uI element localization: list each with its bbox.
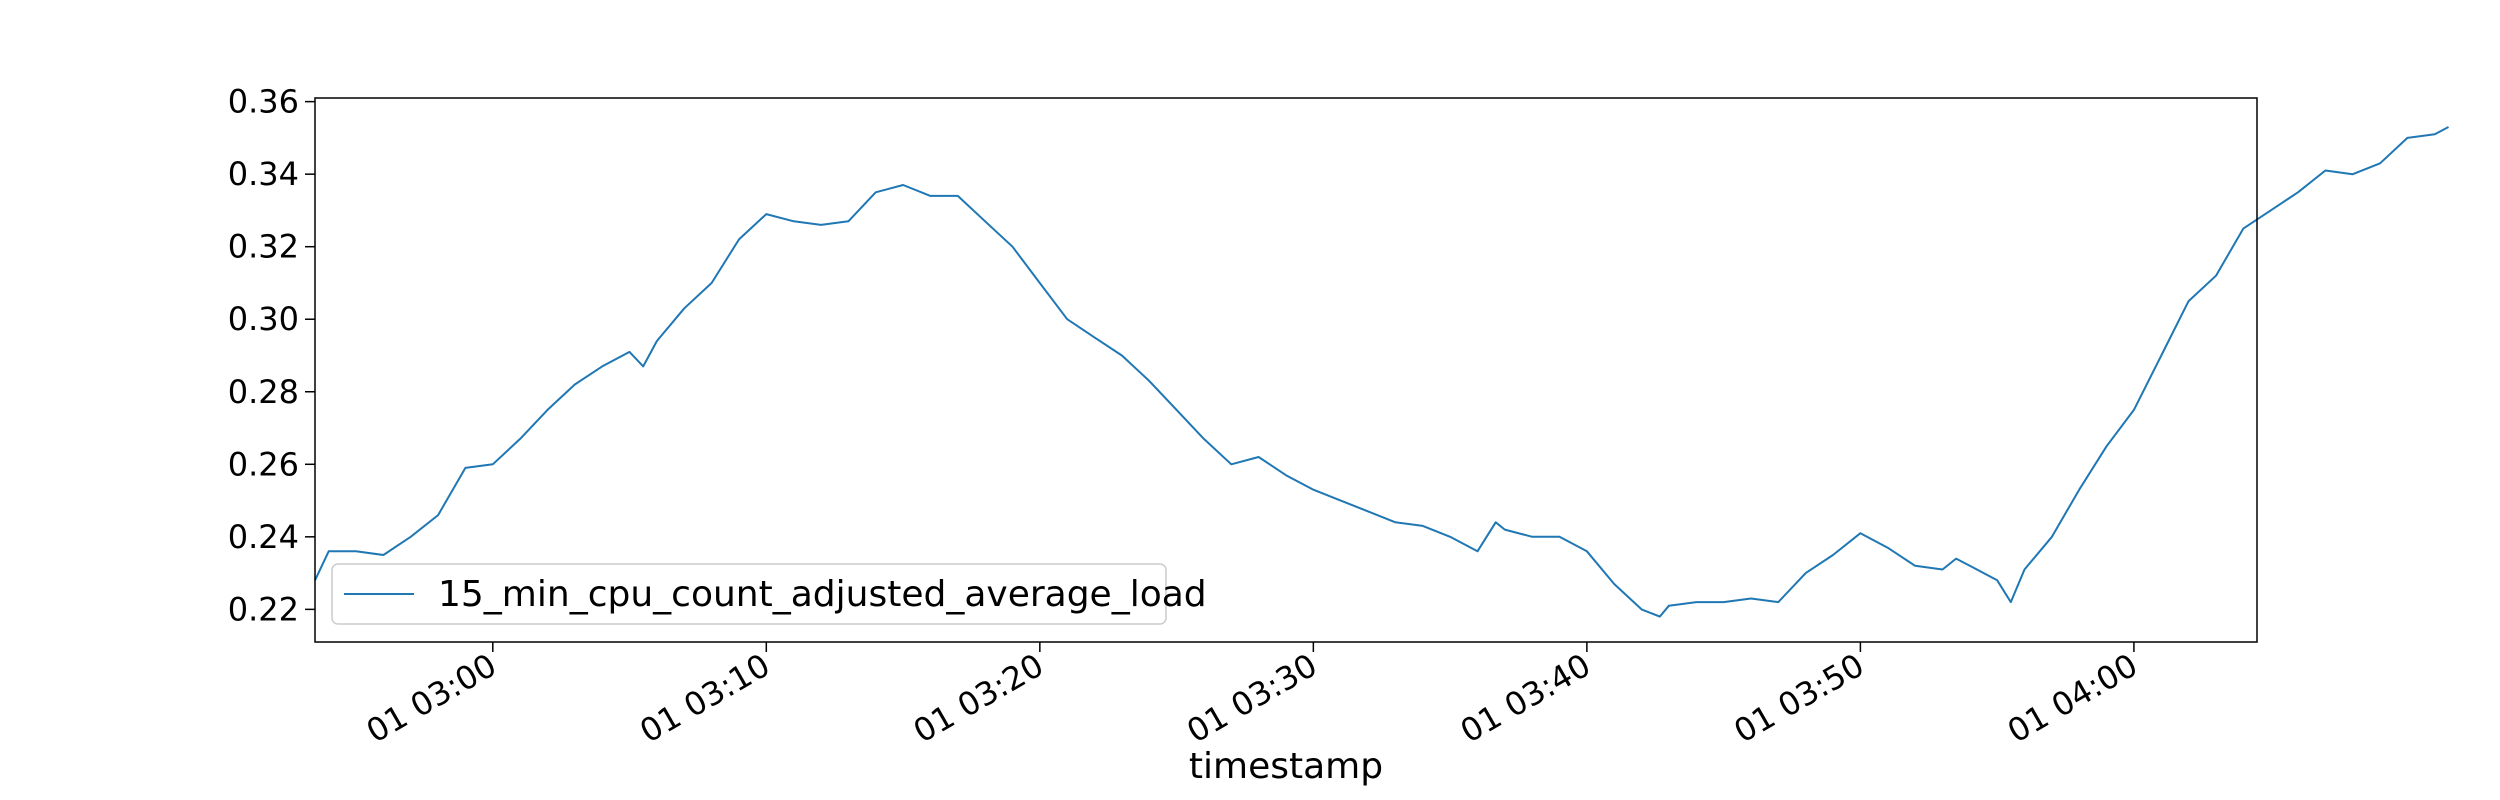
x-tick-label: 01 03:00 — [360, 646, 503, 750]
y-tick-label: 0.30 — [228, 300, 299, 338]
x-axis-title: timestamp — [1189, 746, 1383, 787]
x-axis: 01 03:00 01 03:10 01 03:20 01 03:30 01 03:40… — [360, 642, 2144, 750]
series-group — [314, 126, 2449, 618]
legend-box — [331, 563, 1167, 625]
plot-area — [314, 97, 2449, 643]
y-tick-label: 0.36 — [228, 83, 299, 121]
y-tick-label: 0.26 — [228, 445, 299, 483]
y-tick-label: 0.28 — [228, 373, 299, 411]
x-tick-label: 01 03:10 — [633, 646, 776, 750]
plot-frame — [314, 97, 2258, 643]
y-tick-label: 0.22 — [228, 590, 299, 628]
x-tick-label: 01 03:30 — [1180, 646, 1323, 750]
x-tick-label: 01 03:50 — [1727, 646, 1870, 750]
legend-label: 15_min_cpu_count_adjusted_average_load — [438, 574, 1207, 615]
x-tick-label: 01 03:40 — [1454, 646, 1597, 750]
y-axis: 0.22 0.24 0.26 0.28 0.30 0.32 0.34 0.36 — [228, 83, 315, 628]
y-tick-label: 0.32 — [228, 228, 299, 266]
y-tick-label: 0.34 — [228, 155, 299, 193]
x-tick-label: 01 04:00 — [2001, 646, 2144, 750]
series-line — [314, 126, 2449, 618]
y-tick-label: 0.24 — [228, 518, 299, 556]
legend: 15_min_cpu_count_adjusted_average_load — [331, 563, 1207, 625]
x-tick-label: 01 03:20 — [907, 646, 1050, 750]
